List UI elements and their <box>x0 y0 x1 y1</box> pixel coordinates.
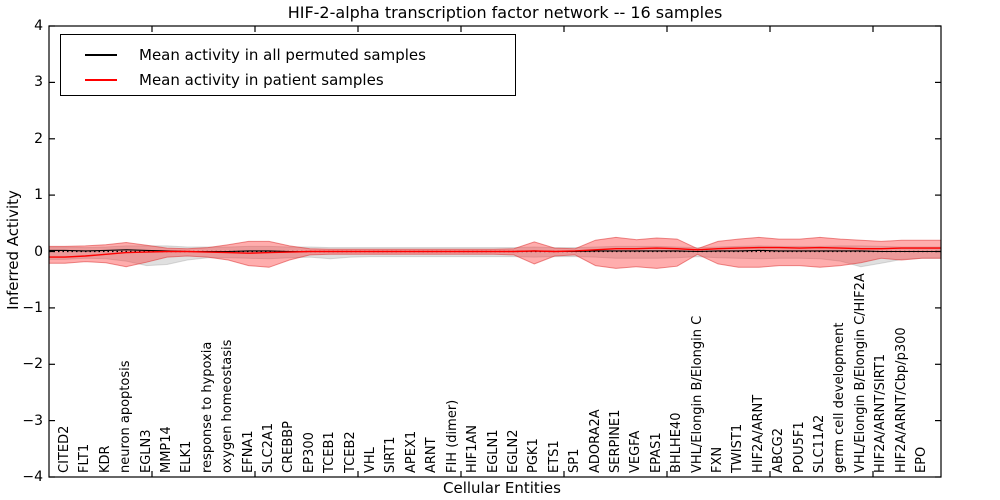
x-tick-label: SIRT1 <box>383 436 399 473</box>
y-tick-label: −3 <box>22 412 43 429</box>
x-tick-label: EGLN1 <box>485 429 501 473</box>
y-tick-label: −1 <box>22 299 43 316</box>
x-tick-label: neuron apoptosis <box>118 360 134 474</box>
x-tick-label: FIH (dimer) <box>444 399 460 473</box>
x-tick-label: SERPINE1 <box>607 409 623 473</box>
x-tick-label: ETS1 <box>546 440 562 473</box>
x-tick-label: SLC11A2 <box>811 414 827 473</box>
patient-band <box>48 236 942 269</box>
legend-label-permuted: Mean activity in all permuted samples <box>139 45 426 64</box>
y-tick-label: 2 <box>34 130 43 147</box>
x-tick-label: EP300 <box>301 432 317 473</box>
x-tick-label: VHL <box>363 447 379 473</box>
x-tick-label: BHLHE40 <box>669 412 685 473</box>
x-tick-label: response to hypoxia <box>199 341 215 473</box>
y-tick-label: 0 <box>34 243 43 260</box>
x-tick-label: MMP14 <box>159 426 175 473</box>
x-tick-label: HIF2A/ARNT/SIRT1 <box>873 354 889 473</box>
patient-mean-line <box>49 246 941 258</box>
x-tick-label: POU5F1 <box>791 421 807 473</box>
x-tick-label: TWIST1 <box>730 423 746 473</box>
x-tick-label: EGLN2 <box>505 429 521 473</box>
x-tick-label: ABCG2 <box>771 427 787 473</box>
y-tick-label: −2 <box>22 356 43 373</box>
y-tick-label: 4 <box>34 18 43 34</box>
legend-line-permuted-icon <box>85 53 117 56</box>
x-tick-label: EPO <box>914 446 929 473</box>
chart-title: HIF-2-alpha transcription factor network… <box>287 3 723 22</box>
y-tick-label: 1 <box>34 187 43 204</box>
x-tick-label: oxygen homeostasis <box>220 339 236 473</box>
legend-label-patient: Mean activity in patient samples <box>139 70 384 89</box>
x-tick-label: FXN <box>709 446 725 473</box>
x-tick-label: VHL/Elongin B/Elongin C/HIF2A <box>852 273 868 473</box>
x-tick-label: TCEB1 <box>322 431 338 473</box>
x-tick-label: KDR <box>97 445 113 473</box>
x-tick-label: HIF2A/ARNT/Cbp/p300 <box>893 327 909 473</box>
x-tick-label: CREBBP <box>281 421 297 473</box>
x-tick-label: SLC2A1 <box>261 422 277 473</box>
x-tick-label: EPAS1 <box>648 432 664 473</box>
x-tick-label: CITED2 <box>57 425 72 473</box>
x-tick-label: ADORA2A <box>587 409 603 473</box>
x-tick-label: FLT1 <box>77 443 93 473</box>
x-tick-label: HIF2A/ARNT <box>750 394 766 473</box>
x-tick-label: germ cell development <box>832 322 848 473</box>
x-tick-label: VEGFA <box>628 430 644 473</box>
x-tick-label: VHL/Elongin B/Elongin C <box>689 315 705 473</box>
x-tick-label: TCEB2 <box>342 431 358 473</box>
x-tick-label: HIF1AN <box>465 425 481 473</box>
x-tick-label: SP1 <box>567 448 583 473</box>
x-tick-label: ARNT <box>424 437 440 473</box>
x-tick-label: ELK1 <box>179 440 195 473</box>
x-tick-label: PGK1 <box>526 438 542 473</box>
x-axis-title: Cellular Entities <box>443 479 561 497</box>
y-tick-label: −4 <box>22 469 43 485</box>
legend-line-patient-icon <box>85 78 117 81</box>
legend-entry-permuted: Mean activity in all permuted samples <box>85 42 515 67</box>
legend: Mean activity in all permuted samples Me… <box>60 34 516 96</box>
legend-entry-patient: Mean activity in patient samples <box>85 67 515 92</box>
x-tick-label: APEX1 <box>403 430 419 473</box>
x-tick-label: EGLN3 <box>138 429 154 473</box>
y-tick-label: 3 <box>34 74 43 91</box>
x-tick-label: EFNA1 <box>240 430 256 473</box>
